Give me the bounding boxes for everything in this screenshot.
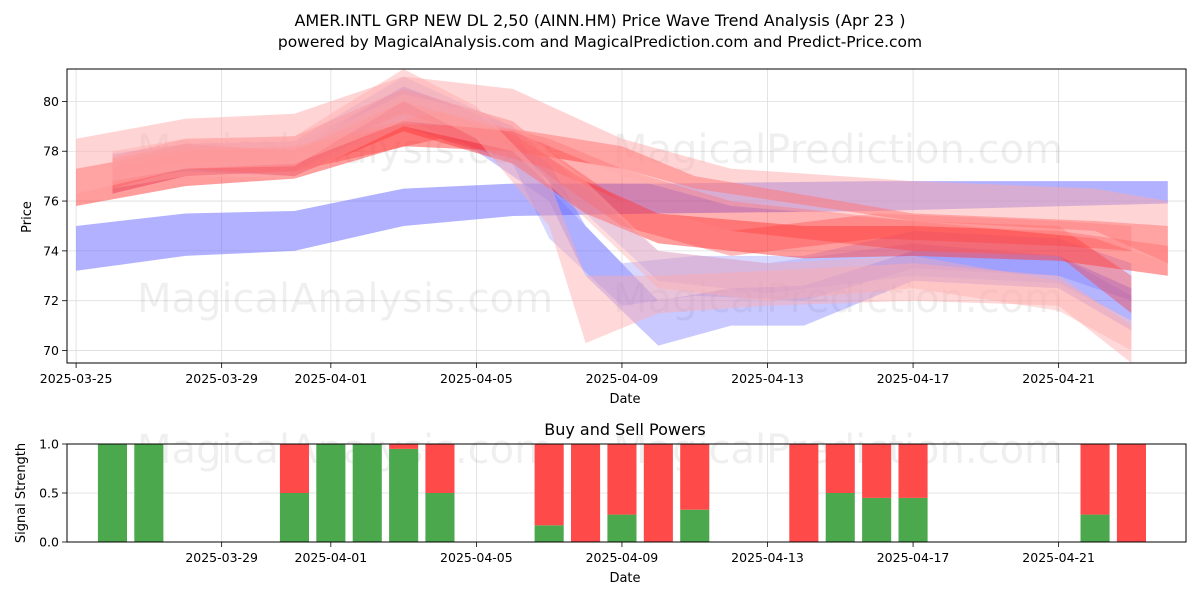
bottom-x-tick-label: 2025-03-29 <box>185 550 258 565</box>
bottom-y-tick-label: 0.5 <box>39 486 59 501</box>
price-band-pink-8 <box>76 76 1168 264</box>
top-x-tick-label: 2025-04-13 <box>731 371 804 386</box>
price-band-pink-9 <box>112 69 1132 363</box>
sell-bar <box>789 444 819 542</box>
buy-bar <box>607 514 637 542</box>
sell-bar <box>1080 444 1110 515</box>
bottom-y-axis-label: Signal Strength <box>14 443 29 543</box>
top-y-tick-label: 76 <box>43 194 59 209</box>
sell-bar <box>825 444 855 493</box>
sell-bar <box>389 444 419 449</box>
sell-bar <box>279 444 309 493</box>
bottom-x-tick-label: 2025-04-17 <box>877 550 950 565</box>
watermark-text: MagicalPrediction.com <box>613 276 1063 322</box>
sell-bar <box>680 444 710 510</box>
top-x-axis-label: Date <box>609 392 640 407</box>
top-x-tick-label: 2025-04-17 <box>877 371 950 386</box>
top-x-tick-label: 2025-03-29 <box>185 371 258 386</box>
top-x-tick-label: 2025-04-01 <box>295 371 368 386</box>
buy-bar <box>316 444 346 542</box>
top-plot-frame <box>66 68 1187 364</box>
bottom-x-axis-label: Date <box>609 571 640 586</box>
top-x-tick-label: 2025-03-25 <box>40 371 113 386</box>
buy-bar <box>389 448 419 542</box>
buy-bar <box>352 444 382 542</box>
buy-bar <box>862 497 892 542</box>
top-y-tick-label: 78 <box>43 144 59 159</box>
price-band-blue-1 <box>112 86 1132 346</box>
top-x-tick-label: 2025-04-09 <box>586 371 659 386</box>
bottom-x-tick-label: 2025-04-09 <box>586 550 659 565</box>
sell-bar <box>1116 444 1146 542</box>
buy-bar <box>825 493 855 542</box>
bottom-chart-title: Buy and Sell Powers <box>544 420 706 439</box>
buy-bar <box>1080 514 1110 542</box>
sell-bar <box>571 444 601 542</box>
bottom-x-tick-label: 2025-04-13 <box>731 550 804 565</box>
sell-bar <box>643 444 673 542</box>
top-y-tick-label: 74 <box>43 243 59 258</box>
buy-bar <box>898 497 928 542</box>
bottom-plot-frame <box>66 443 1187 543</box>
price-band-pink-10 <box>112 93 1132 351</box>
top-y-axis-label: Price <box>20 201 35 233</box>
bottom-x-tick-label: 2025-04-01 <box>295 550 368 565</box>
price-band-red-4 <box>76 123 1168 264</box>
top-y-tick-label: 80 <box>43 94 59 109</box>
top-y-tick-label: 72 <box>43 293 59 308</box>
price-band-blue-3 <box>112 86 1132 321</box>
price-band-red-5 <box>112 101 1168 276</box>
top-y-tick-label: 70 <box>43 343 59 358</box>
buy-bar <box>534 525 564 542</box>
top-x-tick-label: 2025-04-05 <box>440 371 513 386</box>
price-bands <box>76 69 1168 363</box>
chart-title: AMER.INTL GRP NEW DL 2,50 (AINN.HM) Pric… <box>294 11 905 30</box>
sell-bar <box>862 444 892 498</box>
bottom-y-tick-label: 1.0 <box>39 437 59 452</box>
buy-bar <box>425 493 455 542</box>
bottom-x-tick-label: 2025-04-21 <box>1022 550 1095 565</box>
buy-bar <box>97 444 127 542</box>
watermark-text: MagicalAnalysis.com <box>137 276 553 322</box>
bottom-x-tick-label: 2025-04-05 <box>440 550 513 565</box>
sell-bar <box>607 444 637 515</box>
sell-bar <box>898 444 928 498</box>
sell-bar <box>534 444 564 526</box>
buy-bar <box>680 509 710 542</box>
chart-subtitle: powered by MagicalAnalysis.com and Magic… <box>278 33 922 51</box>
buy-bar <box>279 493 309 542</box>
top-x-tick-label: 2025-04-21 <box>1022 371 1095 386</box>
bottom-y-tick-label: 0.0 <box>39 535 59 550</box>
buy-sell-powers-chart: 2025-03-29 2025-04-01 2025-04-05 2025-04-09… <box>39 427 1187 565</box>
price-wave-chart: 2025-03-25 2025-03-29 2025-04-01 2025-04-05… <box>40 68 1187 386</box>
sell-bar <box>425 444 455 493</box>
buy-bar <box>134 444 164 542</box>
